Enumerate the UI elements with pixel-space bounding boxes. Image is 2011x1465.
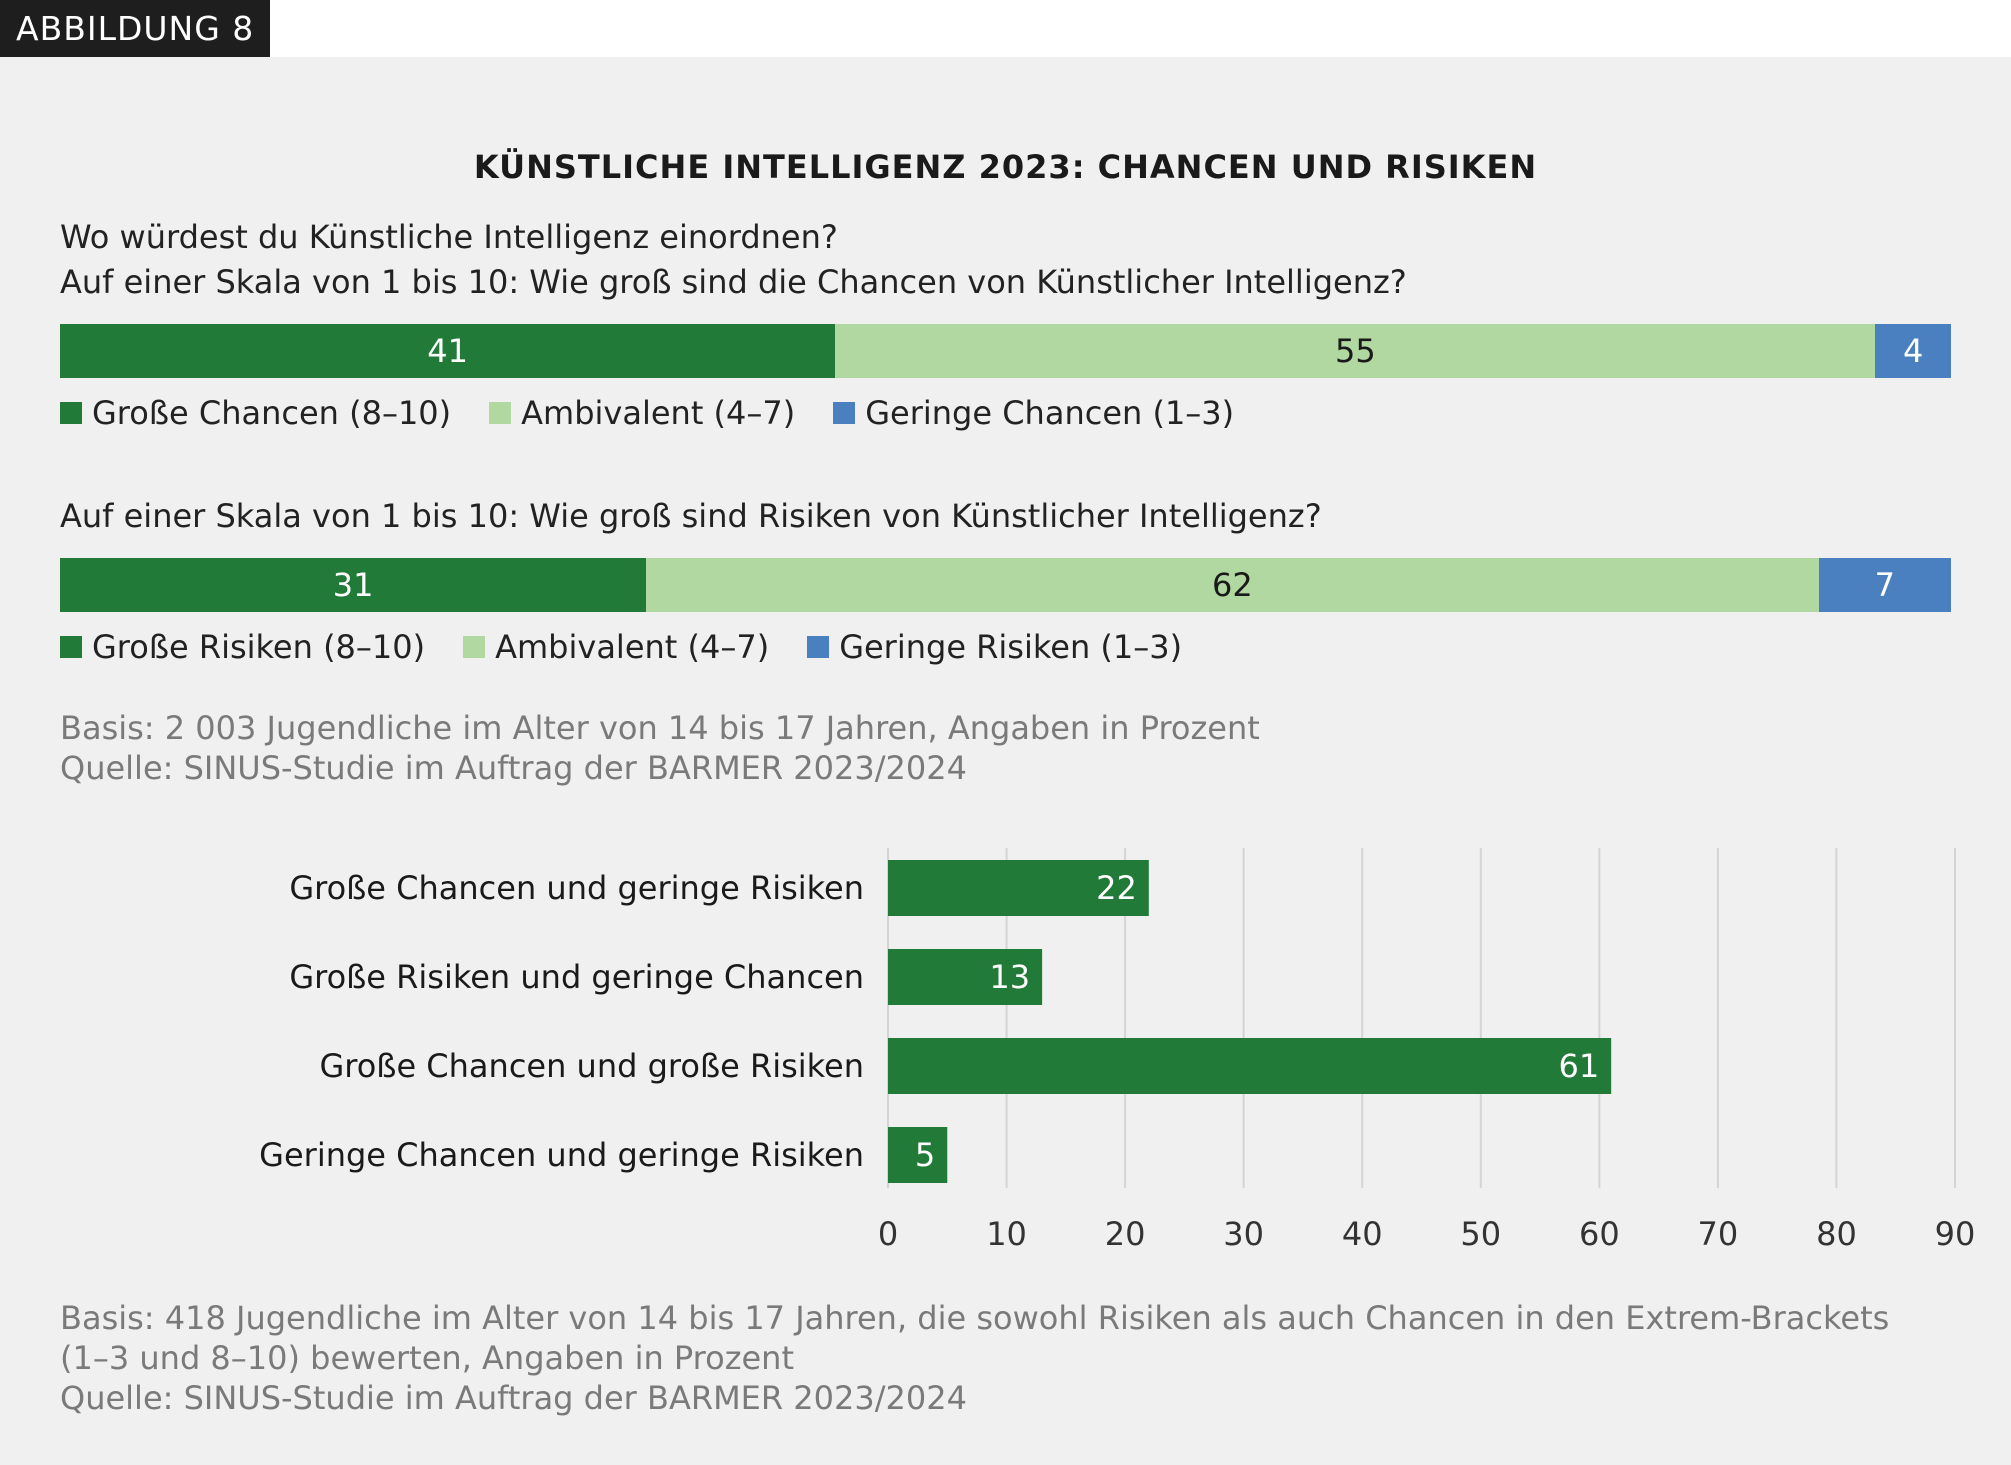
- x-tick-label: 0: [878, 1215, 898, 1253]
- category-label: Geringe Chancen und geringe Risiken: [259, 1136, 864, 1174]
- bar: [888, 1127, 948, 1183]
- legend-label: Geringe Risiken (1–3): [839, 628, 1183, 666]
- legend-item-grosse-chancen: Große Chancen (8–10): [60, 394, 451, 432]
- note-line: Quelle: SINUS-Studie im Auftrag der BARM…: [60, 1379, 967, 1417]
- legend-item-geringe-risiken: Geringe Risiken (1–3): [807, 628, 1182, 666]
- category-label: Große Risiken und geringe Chancen: [289, 958, 864, 996]
- source-note-1: Basis: 2 003 Jugendliche im Alter von 14…: [60, 708, 1260, 788]
- x-tick-label: 60: [1579, 1215, 1620, 1253]
- segment-ambivalent-chancen: 55: [835, 324, 1876, 378]
- question-main: Wo würdest du Künstliche Intelligenz ein…: [60, 218, 838, 256]
- legend-swatch: [60, 636, 82, 658]
- x-tick-label: 90: [1935, 1215, 1976, 1253]
- bar-value-label: 5: [915, 1136, 935, 1174]
- chart-title: KÜNSTLICHE INTELLIGENZ 2023: CHANCEN UND…: [473, 148, 1538, 186]
- bar: [888, 949, 1043, 1005]
- note-line: Basis: 2 003 Jugendliche im Alter von 14…: [60, 709, 1260, 747]
- legend-swatch: [463, 636, 486, 658]
- bar: [888, 1038, 1612, 1094]
- legend-label: Geringe Chancen (1–3): [865, 394, 1235, 432]
- x-tick-label: 70: [1698, 1215, 1739, 1253]
- legend-swatch: [60, 402, 82, 424]
- legend-label: Ambivalent (4–7): [521, 394, 796, 432]
- question-chances: Auf einer Skala von 1 bis 10: Wie groß s…: [60, 263, 1407, 301]
- legend-label: Große Chancen (8–10): [92, 394, 452, 432]
- note-line: Quelle: SINUS-Studie im Auftrag der BARM…: [60, 749, 967, 787]
- segment-ambivalent-risiken: 62: [646, 558, 1819, 612]
- legend-label: Ambivalent (4–7): [495, 628, 770, 666]
- x-tick-label: 80: [1816, 1215, 1857, 1253]
- bar-value-label: 61: [1558, 1047, 1599, 1085]
- bar-value-label: 22: [1096, 869, 1137, 907]
- x-tick-label: 20: [1105, 1215, 1146, 1253]
- legend-risks: Große Risiken (8–10) Ambivalent (4–7) Ge…: [60, 627, 1220, 667]
- segment-grosse-chancen: 41: [60, 324, 836, 378]
- legend-swatch: [807, 636, 830, 658]
- legend-item-ambivalent: Ambivalent (4–7): [489, 394, 795, 432]
- bar-value-label: 13: [989, 958, 1030, 996]
- x-tick-label: 10: [986, 1215, 1027, 1253]
- horizontal-bar-chart: 0 10 20 30 40 50 60 70 80 90 22 Große Chancen und g…: [259, 848, 1976, 1253]
- source-note-2: Basis: 418 Jugendliche im Alter von 14 b…: [60, 1298, 1889, 1418]
- bar: [888, 860, 1149, 916]
- stacked-bar-chances: 41 55 4: [60, 324, 1951, 378]
- category-label: Große Chancen und geringe Risiken: [289, 869, 864, 907]
- note-line: Basis: 418 Jugendliche im Alter von 14 b…: [60, 1299, 1890, 1337]
- legend-swatch: [833, 402, 856, 424]
- note-line: (1–3 und 8–10) bewerten, Angaben in Proz…: [60, 1339, 794, 1377]
- legend-label: Große Risiken (8–10): [92, 628, 426, 666]
- segment-geringe-chancen: 4: [1875, 324, 1951, 378]
- segment-grosse-risiken: 31: [60, 558, 647, 612]
- x-tick-label: 40: [1342, 1215, 1383, 1253]
- legend-chances: Große Chancen (8–10) Ambivalent (4–7) Ge…: [60, 393, 1272, 433]
- x-tick-label: 50: [1460, 1215, 1501, 1253]
- figure-label: ABBILDUNG 8: [0, 0, 270, 57]
- question-risks: Auf einer Skala von 1 bis 10: Wie groß s…: [60, 497, 1322, 535]
- x-tick-label: 30: [1223, 1215, 1264, 1253]
- figure-panel: [0, 57, 2011, 1465]
- legend-item-ambivalent: Ambivalent (4–7): [463, 628, 769, 666]
- segment-geringe-risiken: 7: [1818, 558, 1951, 612]
- legend-item-geringe-chancen: Geringe Chancen (1–3): [833, 394, 1234, 432]
- category-label: Große Chancen und große Risiken: [319, 1047, 864, 1085]
- legend-swatch: [489, 402, 512, 424]
- legend-item-grosse-risiken: Große Risiken (8–10): [60, 628, 425, 666]
- stacked-bar-risks: 31 62 7: [60, 558, 1951, 612]
